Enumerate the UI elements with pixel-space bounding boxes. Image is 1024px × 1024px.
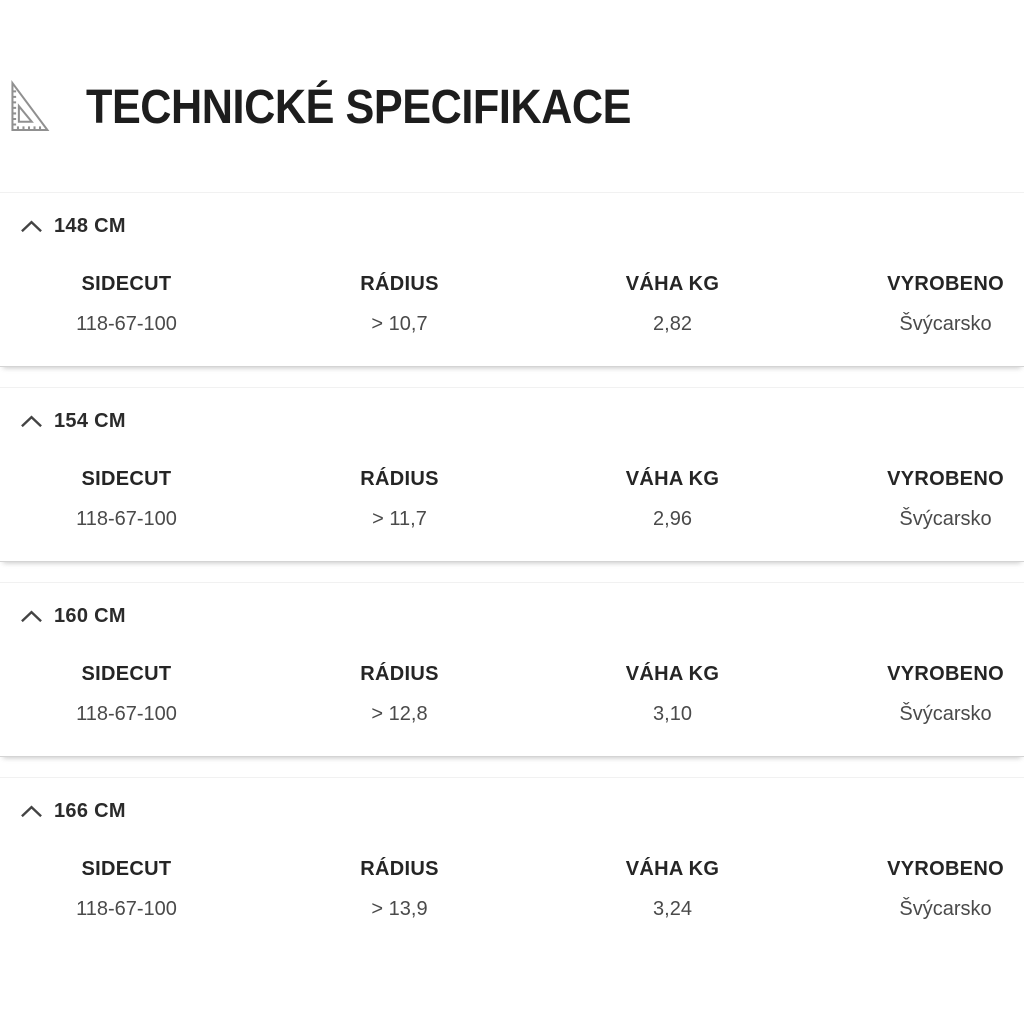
page-title: TECHNICKÉ SPECIFIKACE — [86, 80, 632, 134]
section-label: 160 CM — [54, 604, 126, 627]
spec-table-values: 118-67-100 > 10,7 2,82 Švýcarsko — [0, 314, 1024, 334]
value-vyrobeno: Švýcarsko — [899, 313, 992, 335]
column-header-vyrobeno: VYROBENO — [887, 858, 1004, 880]
section-toggle-148cm[interactable]: 148 CM — [0, 193, 1024, 238]
spec-table-values: 118-67-100 > 11,7 2,96 Švýcarsko — [0, 509, 1024, 529]
column-header-vyrobeno: VYROBENO — [887, 663, 1004, 685]
value-radius: > 13,9 — [371, 898, 428, 920]
column-header-vaha-kg: VÁHA KG — [625, 468, 720, 490]
section-label: 148 CM — [54, 214, 126, 237]
value-radius: > 11,7 — [372, 508, 427, 530]
column-header-radius: RÁDIUS — [360, 468, 439, 490]
section-label: 154 CM — [54, 409, 126, 432]
spec-table-header: SIDECUT RÁDIUS VÁHA KG VYROBENO — [0, 859, 1024, 879]
column-header-radius: RÁDIUS — [360, 273, 439, 295]
chevron-up-icon — [21, 415, 42, 427]
spec-section-166cm: 166 CM SIDECUT RÁDIUS VÁHA KG VYROBENO 1… — [0, 777, 1024, 952]
value-vyrobeno: Švýcarsko — [899, 508, 992, 530]
value-vaha-kg: 3,10 — [653, 703, 692, 725]
chevron-up-icon — [21, 610, 42, 622]
value-vyrobeno: Švýcarsko — [899, 898, 992, 920]
chevron-up-icon — [21, 805, 42, 817]
spec-section-148cm: 148 CM SIDECUT RÁDIUS VÁHA KG VYROBENO 1… — [0, 192, 1024, 367]
column-header-vaha-kg: VÁHA KG — [625, 858, 720, 880]
chevron-up-icon — [21, 220, 42, 232]
spec-table-header: SIDECUT RÁDIUS VÁHA KG VYROBENO — [0, 469, 1024, 489]
section-toggle-166cm[interactable]: 166 CM — [0, 778, 1024, 823]
page-title-row: TECHNICKÉ SPECIFIKACE — [0, 0, 1024, 136]
value-radius: > 10,7 — [371, 313, 428, 335]
column-header-vaha-kg: VÁHA KG — [625, 663, 720, 685]
value-sidecut: 118-67-100 — [76, 898, 177, 920]
value-radius: > 12,8 — [371, 703, 428, 725]
column-header-vyrobeno: VYROBENO — [887, 273, 1004, 295]
value-sidecut: 118-67-100 — [76, 703, 177, 725]
spec-table-header: SIDECUT RÁDIUS VÁHA KG VYROBENO — [0, 274, 1024, 294]
spec-section-160cm: 160 CM SIDECUT RÁDIUS VÁHA KG VYROBENO 1… — [0, 582, 1024, 757]
column-header-vaha-kg: VÁHA KG — [625, 273, 720, 295]
column-header-radius: RÁDIUS — [360, 663, 439, 685]
set-square-icon — [11, 80, 50, 132]
value-sidecut: 118-67-100 — [76, 313, 177, 335]
section-toggle-154cm[interactable]: 154 CM — [0, 388, 1024, 433]
section-label: 166 CM — [54, 799, 126, 822]
spec-table-values: 118-67-100 > 12,8 3,10 Švýcarsko — [0, 704, 1024, 724]
spec-accordion: 148 CM SIDECUT RÁDIUS VÁHA KG VYROBENO 1… — [0, 192, 1024, 952]
column-header-sidecut: SIDECUT — [81, 858, 172, 880]
column-header-sidecut: SIDECUT — [81, 273, 172, 295]
spec-table-header: SIDECUT RÁDIUS VÁHA KG VYROBENO — [0, 664, 1024, 684]
technical-specifications-page: TECHNICKÉ SPECIFIKACE 148 CM SIDECUT RÁD… — [0, 0, 1024, 952]
value-vaha-kg: 2,96 — [653, 508, 692, 530]
section-toggle-160cm[interactable]: 160 CM — [0, 583, 1024, 628]
spec-table-values: 118-67-100 > 13,9 3,24 Švýcarsko — [0, 899, 1024, 919]
column-header-sidecut: SIDECUT — [81, 468, 172, 490]
value-vaha-kg: 3,24 — [653, 898, 692, 920]
value-vaha-kg: 2,82 — [653, 313, 692, 335]
column-header-sidecut: SIDECUT — [81, 663, 172, 685]
spec-section-154cm: 154 CM SIDECUT RÁDIUS VÁHA KG VYROBENO 1… — [0, 387, 1024, 562]
value-sidecut: 118-67-100 — [76, 508, 177, 530]
column-header-radius: RÁDIUS — [360, 858, 439, 880]
column-header-vyrobeno: VYROBENO — [887, 468, 1004, 490]
value-vyrobeno: Švýcarsko — [899, 703, 992, 725]
